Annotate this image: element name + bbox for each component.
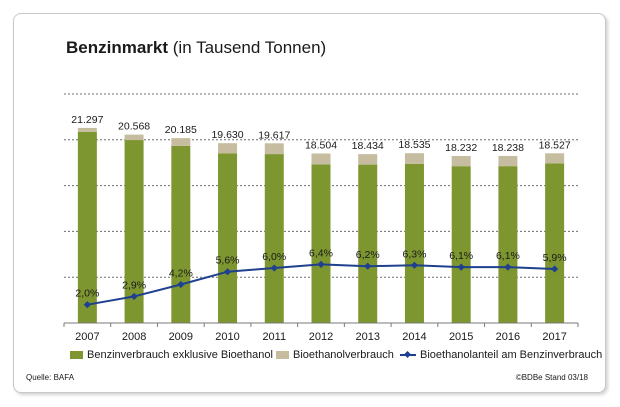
share-label-2007: 2,0% [75, 288, 99, 300]
x-tick-2015: 2015 [449, 331, 473, 343]
bar-benzin-2015 [451, 166, 471, 323]
x-tick-2013: 2013 [355, 331, 379, 343]
share-label-2017: 5,9% [543, 252, 567, 264]
x-tick-2012: 2012 [309, 331, 333, 343]
share-label-2016: 6,1% [496, 250, 520, 262]
bar-bioethanol-2009 [171, 138, 191, 146]
share-point-2013 [364, 262, 372, 270]
bar-benzin-2009 [171, 145, 191, 323]
x-tick-2010: 2010 [215, 331, 239, 343]
bar-bioethanol-2017 [545, 153, 565, 164]
x-tick-2009: 2009 [169, 331, 193, 343]
share-point-2014 [410, 261, 419, 269]
legend-item-anteil: Bioethanolanteil am Benzinverbrauch [400, 349, 602, 361]
legend-item-benzin: Benzinverbrauch exklusive Bioethanol [70, 349, 273, 361]
legend-swatch-green [70, 351, 83, 359]
bar-bioethanol-2010 [218, 143, 238, 154]
legend: Benzinverbrauch exklusive Bioethanol Bio… [0, 349, 620, 365]
bar-bioethanol-2015 [451, 155, 471, 167]
bar-benzin-2017 [545, 163, 565, 323]
bar-benzin-2012 [311, 164, 331, 323]
share-point-2007 [83, 301, 91, 309]
share-label-2010: 5,6% [216, 255, 240, 267]
bar-benzin-2016 [498, 166, 518, 323]
share-point-2017 [551, 265, 559, 273]
bar-bioethanol-2016 [498, 155, 518, 167]
bar-bioethanol-2013 [358, 154, 378, 165]
share-label-2011: 6,0% [262, 251, 286, 263]
bar-bioethanol-2014 [404, 153, 424, 164]
legend-label-benzin: Benzinverbrauch exklusive Bioethanol [87, 349, 273, 361]
total-label-2014: 18.535 [398, 139, 430, 151]
bar-benzin-2011 [264, 154, 284, 323]
share-line [83, 260, 559, 309]
x-tick-2007: 2007 [75, 331, 99, 343]
bar-bioethanol-2007 [77, 127, 97, 132]
legend-label-anteil: Bioethanolanteil am Benzinverbrauch [420, 349, 603, 361]
x-tick-2017: 2017 [542, 331, 566, 343]
x-tick-2011: 2011 [262, 331, 286, 343]
share-point-2011 [270, 264, 278, 272]
bar-benzin-2007 [77, 131, 97, 323]
bar-benzin-2014 [404, 163, 424, 323]
total-label-2010: 19.630 [211, 129, 243, 141]
bar-bioethanol-2012 [311, 153, 331, 165]
share-point-2016 [504, 263, 512, 271]
share-label-2014: 6,3% [402, 248, 426, 260]
total-label-2008: 20.568 [118, 121, 150, 133]
bar-bioethanol-2008 [124, 134, 144, 141]
chart-title: Benzinmarkt (in Tausend Tonnen) [66, 38, 327, 57]
total-label-2012: 18.504 [305, 140, 337, 152]
share-label-2009: 4,2% [169, 268, 193, 280]
share-label-2012: 6,4% [309, 247, 333, 259]
share-point-2008 [130, 292, 138, 301]
legend-line-marker [400, 350, 416, 360]
total-label-2013: 18.434 [352, 140, 384, 152]
x-tick-2016: 2016 [496, 331, 520, 343]
total-label-2016: 18.238 [492, 142, 524, 154]
bars [77, 127, 565, 323]
legend-item-bioethanol: Bioethanolverbrauch [276, 349, 394, 361]
share-label-2013: 6,2% [356, 249, 380, 261]
legend-swatch-tan [276, 351, 289, 359]
share-point-2010 [223, 268, 232, 276]
total-label-2011: 19.617 [258, 129, 290, 141]
total-label-2017: 18.527 [539, 139, 571, 151]
x-axis: 2007 2008 2009 2010 2011 2012 2013 2014 2015 2016… [63, 322, 579, 343]
share-point-2009 [177, 280, 185, 289]
total-label-2015: 18.232 [445, 142, 477, 154]
bar-benzin-2008 [124, 140, 144, 323]
share-point-2015 [457, 263, 465, 271]
legend-label-bioethanol: Bioethanolverbrauch [293, 349, 394, 361]
share-point-2012 [317, 260, 325, 268]
total-label-2009: 20.185 [165, 124, 197, 136]
share-label-2015: 6,1% [449, 250, 473, 262]
bar-benzin-2010 [218, 153, 238, 323]
bar-benzin-2013 [358, 164, 378, 323]
x-tick-2014: 2014 [402, 331, 426, 343]
data-labels: 21.297 20.568 20.185 19.630 19.617 18.504 18.4… [71, 114, 571, 300]
share-label-2008: 2,9% [122, 279, 146, 291]
bar-bioethanol-2011 [264, 143, 284, 155]
footer-stand: ©BDBe Stand 03/18 [515, 373, 588, 382]
total-label-2007: 21.297 [71, 114, 103, 126]
x-tick-2008: 2008 [122, 331, 146, 343]
source-note: Quelle: BAFA [26, 373, 75, 382]
